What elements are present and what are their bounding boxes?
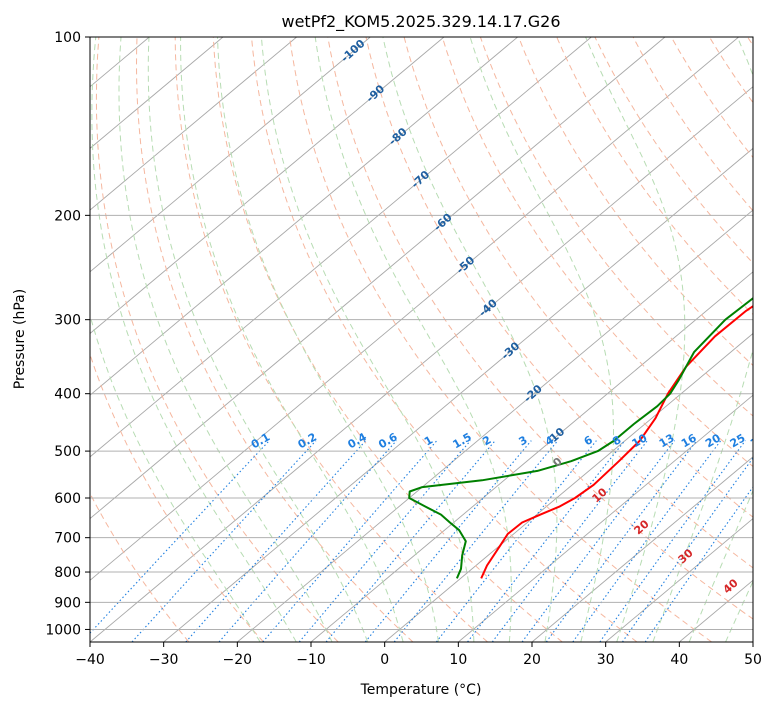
x-tick-label: 0 (380, 652, 389, 668)
y-axis-title: Pressure (hPa) (12, 289, 28, 389)
y-tick-label: 700 (54, 531, 81, 547)
y-tick-label: 300 (54, 313, 81, 329)
x-tick-label: −30 (149, 652, 179, 668)
x-axis-title: Temperature (°C) (360, 682, 482, 698)
x-tick-label: 30 (597, 652, 615, 668)
x-tick-label: 10 (449, 652, 467, 668)
x-tick-label: −40 (75, 652, 105, 668)
y-tick-label: 400 (54, 387, 81, 403)
y-tick-label: 100 (54, 30, 81, 46)
y-tick-label: 1000 (45, 622, 81, 638)
x-tick-label: 40 (670, 652, 688, 668)
y-tick-label: 900 (54, 595, 81, 611)
y-tick-label: 500 (54, 444, 81, 460)
y-tick-label: 800 (54, 565, 81, 581)
chart-title: wetPf2_KOM5.2025.329.14.17.G26 (281, 12, 560, 32)
x-tick-label: 20 (523, 652, 541, 668)
y-tick-label: 600 (54, 491, 81, 507)
x-tick-label: −10 (296, 652, 326, 668)
x-tick-label: −20 (223, 652, 253, 668)
y-tick-label: 200 (54, 208, 81, 224)
x-tick-label: 50 (744, 652, 762, 668)
